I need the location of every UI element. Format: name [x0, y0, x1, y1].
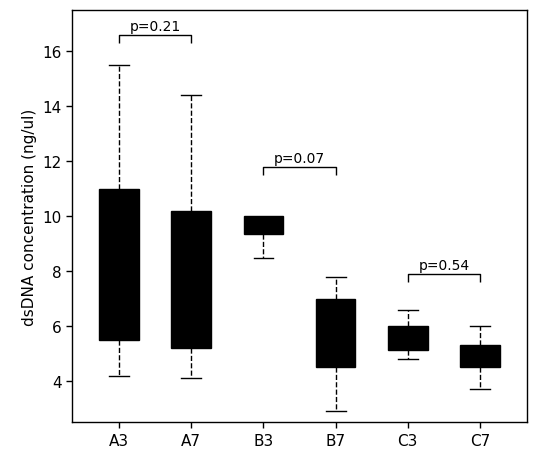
PathPatch shape — [244, 217, 284, 235]
Y-axis label: dsDNA concentration (ng/ul): dsDNA concentration (ng/ul) — [22, 108, 37, 325]
PathPatch shape — [460, 346, 500, 368]
PathPatch shape — [172, 211, 211, 348]
Text: p=0.54: p=0.54 — [419, 258, 470, 272]
PathPatch shape — [316, 299, 356, 368]
PathPatch shape — [388, 326, 428, 350]
Text: p=0.07: p=0.07 — [274, 151, 325, 165]
Text: p=0.21: p=0.21 — [130, 20, 181, 34]
PathPatch shape — [100, 190, 139, 340]
